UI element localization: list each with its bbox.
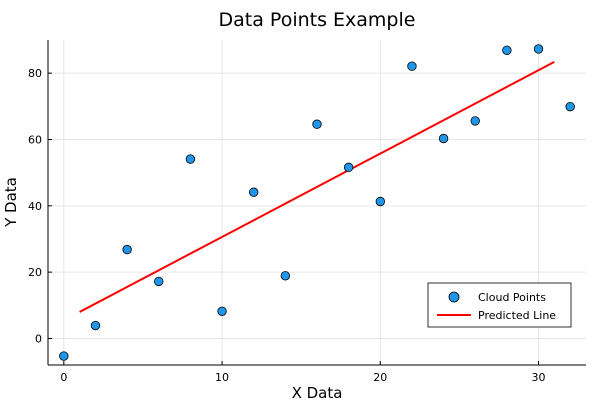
x-axis-label: X Data (292, 384, 343, 402)
y-tick-label: 40 (28, 200, 42, 213)
data-point (533, 44, 544, 54)
data-point (185, 154, 196, 164)
x-tick-label: 30 (532, 371, 546, 384)
data-point (90, 320, 101, 331)
legend-marker-cloud-points (448, 291, 460, 303)
series-layer (59, 44, 575, 361)
axis-layer (47, 40, 586, 366)
legend-label-predicted-line: Predicted Line (478, 309, 556, 322)
chart-title: Data Points Example (219, 9, 416, 31)
y-tick-label: 0 (35, 332, 42, 345)
x-tick-label: 20 (373, 371, 387, 384)
data-point (249, 187, 259, 197)
data-point (154, 276, 164, 287)
data-point (502, 45, 512, 55)
predicted-line (79, 61, 555, 313)
y-tick-label: 60 (28, 133, 42, 146)
y-tick-label: 80 (28, 67, 42, 80)
data-point (343, 162, 354, 173)
legend: Cloud Points Predicted Line (427, 282, 572, 328)
data-point (217, 306, 227, 316)
data-point (375, 196, 385, 207)
tick-labels: 0 10 20 30 0 20 40 60 80 (28, 67, 546, 384)
legend-label-cloud-points: Cloud Points (478, 291, 546, 304)
data-point (565, 101, 575, 112)
data-point (438, 133, 449, 144)
x-tick-label: 0 (60, 371, 67, 384)
y-axis-label: Y Data (2, 177, 20, 228)
data-point (59, 351, 69, 361)
data-point (470, 116, 480, 126)
data-point (280, 271, 291, 281)
data-point (407, 61, 417, 71)
data-point (312, 119, 322, 129)
data-point (122, 244, 132, 255)
y-tick-label: 20 (28, 266, 42, 279)
x-tick-label: 10 (215, 371, 229, 384)
grid-layer (48, 40, 586, 365)
legend-box (427, 282, 572, 328)
